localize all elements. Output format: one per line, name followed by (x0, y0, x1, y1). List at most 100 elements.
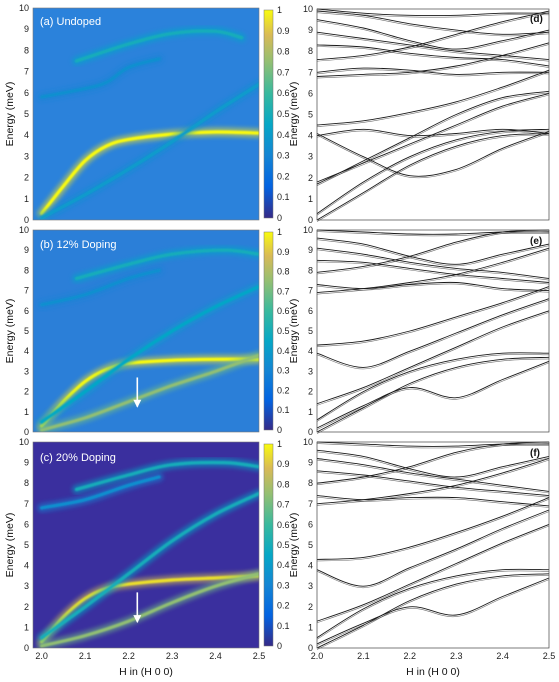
y-tick-label: 2 (24, 602, 29, 612)
dispersion-branch (316, 71, 550, 127)
dispersion-branch (316, 509, 550, 587)
colorbar-tick-label: 0.6 (277, 520, 290, 530)
dispersion-branch (316, 46, 550, 68)
heatmap-modes (37, 26, 259, 220)
panel-title: (c) 20% Doping (40, 452, 116, 464)
y-tick-label: 3 (308, 152, 313, 162)
y-tick-label: 8 (308, 478, 313, 488)
y-tick-label: 7 (24, 286, 29, 296)
y-tick-label: 9 (24, 458, 29, 468)
dispersion-branch (316, 573, 550, 649)
heatmap-arrow (133, 377, 142, 408)
y-tick-label: 3 (24, 581, 29, 591)
colorbar-tick-label: 1 (277, 439, 282, 449)
y-tick-label: 7 (308, 499, 313, 509)
y-tick-label: 7 (308, 286, 313, 296)
y-tick-label: 0 (308, 427, 313, 437)
dispersion-curves (316, 441, 550, 650)
colorbar-tick-label: 0.9 (277, 459, 290, 469)
y-tick-label: 10 (19, 3, 29, 13)
dispersion-branch (316, 231, 550, 237)
y-tick-label: 1 (24, 407, 29, 417)
colorbar-tick-label: 0.9 (277, 26, 290, 36)
dispersion-branch (316, 130, 550, 216)
colorbar-tick-label: 0.2 (277, 385, 290, 395)
dispersion-branch (316, 362, 550, 430)
y-tick-label: 8 (308, 46, 313, 56)
mode-ridge (40, 285, 259, 424)
y-tick-label: 9 (24, 24, 29, 34)
y-tick-label: 8 (308, 265, 313, 275)
x-axis-label: H in (H 0 0) (406, 666, 460, 678)
colorbar-tick-label: 0.2 (277, 601, 290, 611)
x-tick-label: 2.2 (404, 651, 417, 661)
dispersion-branch (316, 570, 550, 640)
dispersion-branch (316, 283, 550, 293)
heatmap-arrow (133, 592, 142, 624)
dispersion-branch (316, 451, 550, 479)
dispersion-branch (316, 12, 550, 37)
plot-frame (316, 229, 550, 433)
dispersion-branch (316, 459, 550, 494)
dispersion-branch (316, 458, 550, 505)
y-tick-label: 3 (308, 581, 313, 591)
y-tick-label: 1 (308, 407, 313, 417)
colorbar-tick-label: 0.4 (277, 130, 290, 140)
y-axis-label: Energy (meV) (288, 299, 300, 364)
y-tick-label: 3 (24, 151, 29, 161)
colorbar-tick-label: 0.8 (277, 267, 290, 277)
x-axis-ticks: 2.0 2.1 2.2 2.3 2.4 2.5 (35, 651, 265, 661)
dispersion-branch (316, 259, 550, 283)
y-tick-label: 1 (24, 622, 29, 632)
dispersion-branch (316, 261, 550, 285)
y-tick-label: 3 (24, 366, 29, 376)
y-tick-label: 5 (308, 326, 313, 336)
colorbar-tick-label: 0.7 (277, 286, 290, 296)
y-axis-label: Energy (meV) (4, 82, 16, 147)
dispersion-branch (316, 579, 550, 646)
colorbar-ticks: 0 0.1 0.2 0.3 0.4 0.5 0.6 0.7 0.8 0.9 1 (277, 227, 290, 435)
colorbar-tick-label: 0.6 (277, 88, 290, 98)
mode-ridge (40, 82, 259, 220)
y-tick-label: 0 (308, 643, 313, 653)
y-axis-label: Energy (meV) (4, 513, 16, 578)
heatmap-modes (37, 458, 259, 648)
dispersion-branch (316, 523, 550, 622)
colorbar-tick-label: 0.4 (277, 560, 290, 570)
colorbar-tick-label: 0.7 (277, 67, 290, 77)
dispersion-branch (316, 20, 550, 52)
colorbar-tick-label: 0.1 (277, 192, 290, 202)
dispersion-branch (316, 360, 550, 429)
dispersion-branch (316, 287, 550, 347)
panel-label: (e) (530, 236, 542, 247)
y-tick-label: 4 (24, 561, 29, 571)
colorbar-tick-label: 0.8 (277, 47, 290, 57)
mode-ridge (40, 475, 161, 510)
dispersion-branch (316, 298, 550, 368)
colorbar-ticks: 0 0.1 0.2 0.3 0.4 0.5 0.6 0.7 0.8 0.9 1 (277, 439, 290, 651)
mode-ridge (74, 460, 259, 491)
y-tick-label: 7 (24, 499, 29, 509)
colorbar (263, 443, 274, 647)
dispersion-branch (316, 94, 550, 184)
y-tick-label: 3 (308, 366, 313, 376)
dispersion-branch (316, 352, 550, 421)
dispersion-branch (316, 239, 550, 267)
dispersion-branch (316, 511, 550, 589)
colorbar (263, 231, 274, 431)
heatmap-modes (37, 245, 259, 432)
y-tick-label: 10 (303, 4, 313, 14)
y-tick-label: 0 (24, 427, 29, 437)
y-tick-label: 9 (308, 25, 313, 35)
dispersion-branch (316, 8, 550, 17)
dispersion-branch (316, 33, 550, 62)
y-tick-label: 4 (308, 561, 313, 571)
panel-title: (b) 12% Doping (40, 239, 116, 251)
dispersion-branch (316, 42, 550, 77)
plot-frame (316, 8, 550, 221)
dispersion-branch (316, 90, 550, 185)
y-tick-label: 9 (308, 245, 313, 255)
panel-label: (d) (530, 14, 543, 25)
